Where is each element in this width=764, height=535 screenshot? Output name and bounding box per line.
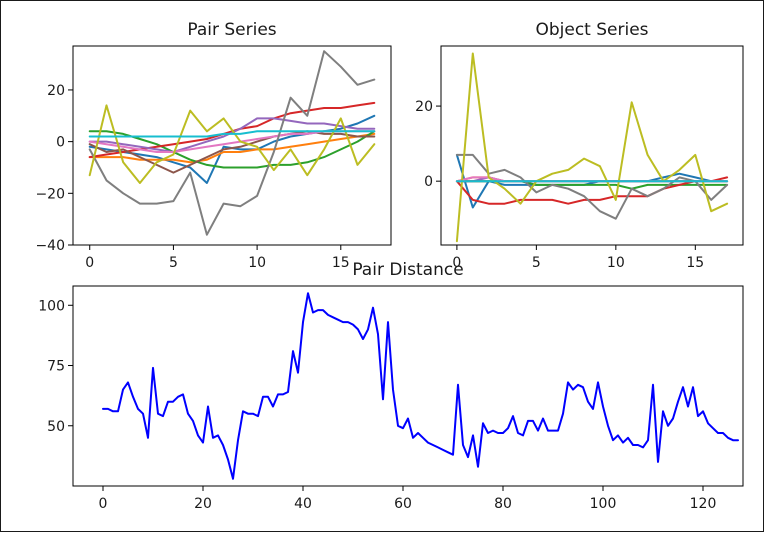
x-tick-label: 0 [452,255,461,271]
chart-title: Pair Distance [352,260,463,280]
series-group [88,50,376,236]
series-line-1 [455,153,729,209]
x-tick-label: 15 [686,255,704,271]
y-tick-label: −40 [35,238,65,254]
x-tick-label: 60 [394,496,412,512]
chart-panel-2: 0 5 10 15 0 20 Object Series [415,20,744,271]
series-group [455,52,729,243]
y-tick-label: 75 [47,359,65,375]
series-line-8 [455,153,729,220]
x-tick-label: 0 [85,255,94,271]
y-tick-label: 0 [424,174,433,190]
x-tick-label: 15 [332,255,350,271]
x-tick-label: 5 [532,255,541,271]
series-line-8 [88,50,376,236]
y-tick-label: 100 [38,298,65,314]
chart-panel-1: 0 5 10 15 −40 −20 0 20 Pair Series [35,20,392,271]
x-tick-label: 40 [294,496,312,512]
x-tick-label: 120 [690,496,717,512]
axes-frame [440,45,744,246]
x-tick-label: 0 [99,496,108,512]
x-tick-label: 10 [248,255,266,271]
series-group [102,292,739,480]
x-tick-label: 10 [607,255,625,271]
x-tick-label: 5 [169,255,178,271]
series-line-10 [88,130,376,138]
x-tick-label: 20 [194,496,212,512]
series-line-4 [455,176,729,205]
series-line-3 [88,130,376,169]
chart-title: Object Series [535,20,648,40]
y-tick-label: 20 [47,83,65,99]
axes-frame [72,45,392,246]
y-tick-label: −20 [35,186,65,202]
series-line-2 [88,132,376,164]
axes-frame [72,285,744,487]
series-line-5 [88,117,376,153]
chart-panel-3: 0 20 40 60 80 100 120 50 75 100 Pair Distance [38,260,744,512]
chart-title: Pair Series [187,20,276,40]
y-tick-label: 20 [415,99,433,115]
x-tick-label: 80 [494,496,512,512]
series-line-9 [455,52,729,243]
series-line-6 [88,130,376,174]
x-tick-label: 100 [590,496,617,512]
y-tick-label: 50 [47,419,65,435]
series-line-9 [88,104,376,184]
y-tick-label: 0 [56,135,65,151]
series-line-1 [102,292,739,480]
